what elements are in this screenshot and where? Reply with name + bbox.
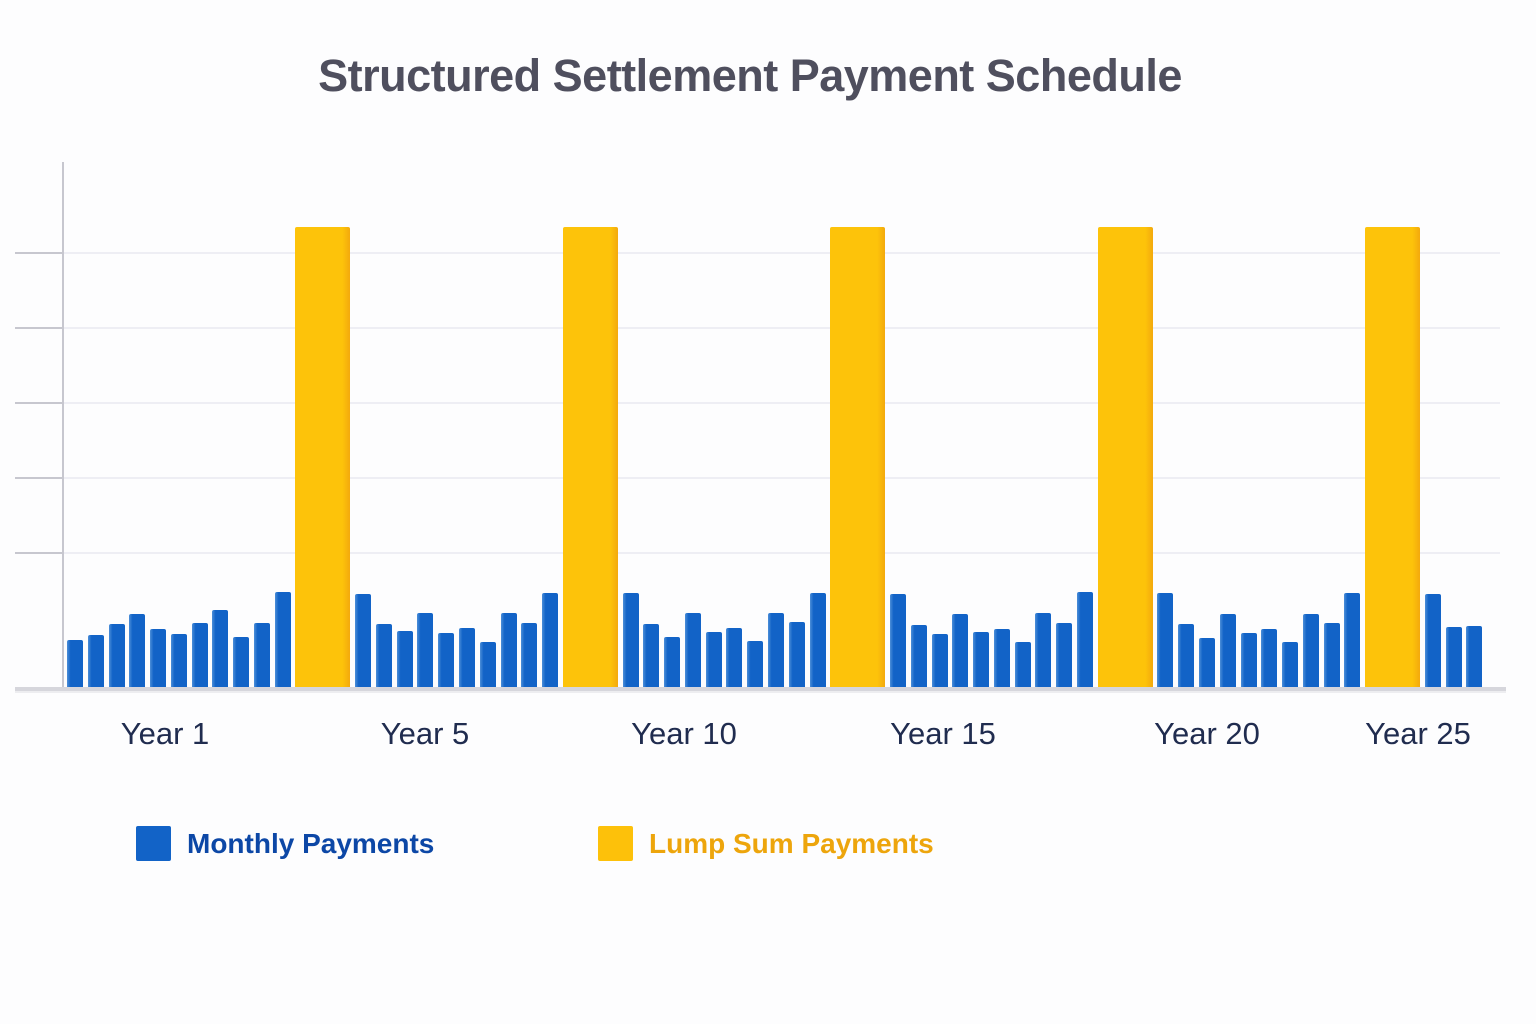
x-axis-line bbox=[15, 687, 1506, 691]
monthly-payment-bar bbox=[396, 631, 413, 687]
lump-sum-payment-bar bbox=[1097, 227, 1153, 687]
monthly-payment-bar bbox=[931, 634, 948, 687]
monthly-payment-bar bbox=[1035, 613, 1052, 687]
lump-sum-payment-bar bbox=[830, 227, 886, 687]
monthly-payment-bar bbox=[1157, 593, 1174, 687]
monthly-payment-bar bbox=[747, 641, 764, 687]
monthly-payment-bar bbox=[1466, 626, 1483, 687]
monthly-payment-bar bbox=[910, 625, 927, 687]
monthly-payment-bar bbox=[726, 628, 743, 687]
monthly-payment-bar bbox=[705, 632, 722, 687]
y-axis-tick bbox=[15, 327, 62, 329]
monthly-payment-bar bbox=[375, 624, 392, 687]
monthly-payment-bar bbox=[767, 613, 784, 687]
bar-series bbox=[67, 157, 1483, 687]
x-axis-label: Year 1 bbox=[120, 716, 210, 751]
legend-swatch-lump-sum-icon bbox=[598, 826, 633, 861]
gridline bbox=[64, 327, 1500, 329]
monthly-payment-bar bbox=[664, 637, 681, 687]
monthly-payment-bar bbox=[684, 613, 701, 687]
monthly-payment-bar bbox=[1424, 594, 1441, 687]
monthly-payment-bar bbox=[521, 623, 538, 687]
monthly-payment-bar bbox=[438, 633, 455, 687]
y-axis-tick bbox=[15, 402, 62, 404]
gridline bbox=[64, 252, 1500, 254]
monthly-payment-bar bbox=[191, 623, 208, 687]
y-axis-tick bbox=[15, 552, 62, 554]
y-axis-line bbox=[62, 162, 64, 689]
monthly-payment-bar bbox=[952, 614, 969, 687]
monthly-payment-bar bbox=[643, 624, 660, 687]
monthly-payment-bar bbox=[542, 593, 559, 687]
monthly-payment-bar bbox=[355, 594, 372, 687]
monthly-payment-bar bbox=[1240, 633, 1257, 687]
monthly-payment-bar bbox=[1344, 593, 1361, 687]
gridline bbox=[64, 477, 1500, 479]
monthly-payment-bar bbox=[973, 632, 990, 687]
monthly-payment-bar bbox=[1445, 627, 1462, 687]
chart-title: Structured Settlement Payment Schedule bbox=[318, 50, 1182, 101]
x-axis-label: Year 25 bbox=[1365, 716, 1471, 751]
monthly-payment-bar bbox=[212, 610, 229, 687]
monthly-payment-bar bbox=[233, 637, 250, 687]
monthly-payment-bar bbox=[1056, 623, 1073, 687]
lump-sum-payment-bar bbox=[295, 227, 351, 687]
monthly-payment-bar bbox=[500, 613, 517, 687]
legend-label-monthly: Monthly Payments bbox=[187, 827, 435, 859]
monthly-payment-bar bbox=[1198, 638, 1215, 687]
monthly-payment-bar bbox=[890, 594, 907, 687]
monthly-payment-bar bbox=[788, 622, 805, 687]
monthly-payment-bar bbox=[170, 634, 187, 687]
x-axis-label: Year 10 bbox=[631, 716, 737, 751]
monthly-payment-bar bbox=[1219, 614, 1236, 687]
monthly-payment-bar bbox=[459, 628, 476, 687]
monthly-payment-bar bbox=[87, 635, 104, 687]
lump-sum-payment-bar bbox=[1365, 227, 1421, 687]
lump-sum-payment-bar bbox=[562, 227, 618, 687]
y-axis-tick bbox=[15, 477, 62, 479]
legend-item-monthly: Monthly Payments bbox=[136, 826, 434, 861]
monthly-payment-bar bbox=[622, 593, 639, 687]
monthly-payment-bar bbox=[1302, 614, 1319, 687]
x-axis-label: Year 20 bbox=[1154, 716, 1260, 751]
monthly-payment-bar bbox=[1014, 642, 1031, 687]
x-axis-label: Year 15 bbox=[890, 716, 996, 751]
monthly-payment-bar bbox=[1261, 629, 1278, 687]
monthly-payment-bar bbox=[993, 629, 1010, 687]
monthly-payment-bar bbox=[1178, 624, 1195, 687]
monthly-payment-bar bbox=[253, 623, 270, 687]
x-axis-label: Year 5 bbox=[380, 716, 470, 751]
monthly-payment-bar bbox=[274, 592, 291, 687]
monthly-payment-bar bbox=[479, 642, 496, 687]
monthly-payment-bar bbox=[67, 640, 83, 687]
monthly-payment-bar bbox=[809, 593, 826, 687]
y-axis-tick bbox=[15, 252, 62, 254]
gridline bbox=[64, 552, 1500, 554]
legend-label-lump-sum: Lump Sum Payments bbox=[649, 827, 934, 859]
monthly-payment-bar bbox=[1323, 623, 1340, 687]
monthly-payment-bar bbox=[417, 613, 434, 687]
monthly-payment-bar bbox=[1076, 592, 1093, 687]
gridline bbox=[64, 402, 1500, 404]
monthly-payment-bar bbox=[129, 614, 146, 687]
monthly-payment-bar bbox=[108, 624, 125, 687]
monthly-payment-bar bbox=[1282, 642, 1299, 687]
legend-item-lump-sum: Lump Sum Payments bbox=[598, 826, 934, 861]
monthly-payment-bar bbox=[150, 629, 167, 687]
legend-swatch-monthly-icon bbox=[136, 826, 171, 861]
